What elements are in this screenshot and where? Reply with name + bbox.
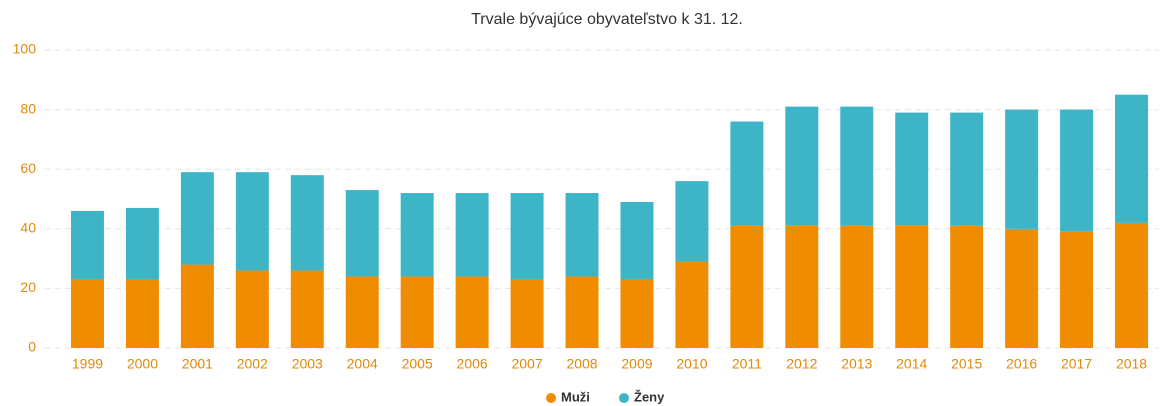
x-tick-label: 2002 bbox=[237, 356, 268, 372]
bar-segment bbox=[675, 261, 709, 348]
bar-segment bbox=[345, 190, 379, 277]
bar-segment bbox=[785, 225, 819, 348]
y-tick-label: 60 bbox=[20, 160, 36, 176]
bar-segment bbox=[950, 112, 984, 226]
bar-segment bbox=[290, 175, 324, 271]
x-tick-label: 2004 bbox=[347, 356, 378, 372]
x-tick-label: 2005 bbox=[402, 356, 433, 372]
bar-segment bbox=[510, 279, 544, 348]
bar-segment bbox=[730, 121, 764, 226]
x-tick-label: 2017 bbox=[1061, 356, 1092, 372]
bar-segment bbox=[1060, 231, 1094, 348]
bar-segment bbox=[840, 106, 874, 226]
x-tick-label: 2012 bbox=[786, 356, 817, 372]
x-tick-label: 2010 bbox=[676, 356, 707, 372]
x-tick-label: 2015 bbox=[951, 356, 982, 372]
legend-label: Muži bbox=[561, 389, 590, 404]
bar-segment bbox=[70, 279, 104, 348]
y-tick-label: 40 bbox=[20, 220, 36, 236]
bar-segment bbox=[895, 112, 929, 226]
bar-segment bbox=[950, 225, 984, 348]
y-tick-label: 20 bbox=[20, 279, 36, 295]
bar-segment bbox=[565, 276, 599, 348]
x-tick-label: 2007 bbox=[511, 356, 542, 372]
bar-segment bbox=[840, 225, 874, 348]
x-tick-label: 2006 bbox=[457, 356, 488, 372]
x-tick-label: 2001 bbox=[182, 356, 213, 372]
x-tick-label: 2013 bbox=[841, 356, 872, 372]
bar-segment bbox=[235, 172, 269, 271]
bar-segment bbox=[400, 193, 434, 277]
x-tick-label: 2000 bbox=[127, 356, 158, 372]
x-tick-label: 2014 bbox=[896, 356, 927, 372]
chart-title: Trvale bývajúce obyvateľstvo k 31. 12. bbox=[471, 11, 743, 28]
bar-segment bbox=[620, 279, 654, 348]
x-tick-label: 2018 bbox=[1116, 356, 1147, 372]
x-tick-label: 2003 bbox=[292, 356, 323, 372]
bar-segment bbox=[1005, 228, 1039, 348]
bar-segment bbox=[345, 276, 379, 348]
bar-segment bbox=[180, 264, 214, 348]
legend-marker bbox=[546, 393, 556, 403]
bar-segment bbox=[70, 210, 104, 280]
legend-label: Ženy bbox=[634, 389, 665, 404]
bar-segment bbox=[1115, 94, 1149, 223]
bar-segment bbox=[565, 193, 599, 277]
x-tick-label: 2016 bbox=[1006, 356, 1037, 372]
bar-segment bbox=[125, 279, 159, 348]
bar-segment bbox=[510, 193, 544, 280]
bar-segment bbox=[1115, 222, 1149, 348]
bar-segment bbox=[785, 106, 819, 226]
y-tick-label: 0 bbox=[28, 339, 36, 355]
bar-segment bbox=[1005, 109, 1039, 229]
x-tick-label: 2009 bbox=[621, 356, 652, 372]
bar-segment bbox=[125, 207, 159, 280]
bar-segment bbox=[895, 225, 929, 348]
x-tick-label: 2008 bbox=[566, 356, 597, 372]
x-tick-label: 2011 bbox=[732, 356, 762, 372]
bar-segment bbox=[620, 201, 654, 280]
bar-segment bbox=[455, 276, 489, 348]
bar-segment bbox=[455, 193, 489, 277]
bar-segment bbox=[290, 270, 324, 348]
y-tick-label: 80 bbox=[20, 100, 36, 116]
legend-marker bbox=[619, 393, 629, 403]
bar-segment bbox=[180, 172, 214, 265]
bar-segment bbox=[730, 225, 764, 348]
y-tick-label: 100 bbox=[13, 41, 37, 57]
bar-segment bbox=[235, 270, 269, 348]
bar-segment bbox=[1060, 109, 1094, 232]
bar-segment bbox=[400, 276, 434, 348]
x-tick-label: 1999 bbox=[72, 356, 103, 372]
bar-segment bbox=[675, 181, 709, 262]
